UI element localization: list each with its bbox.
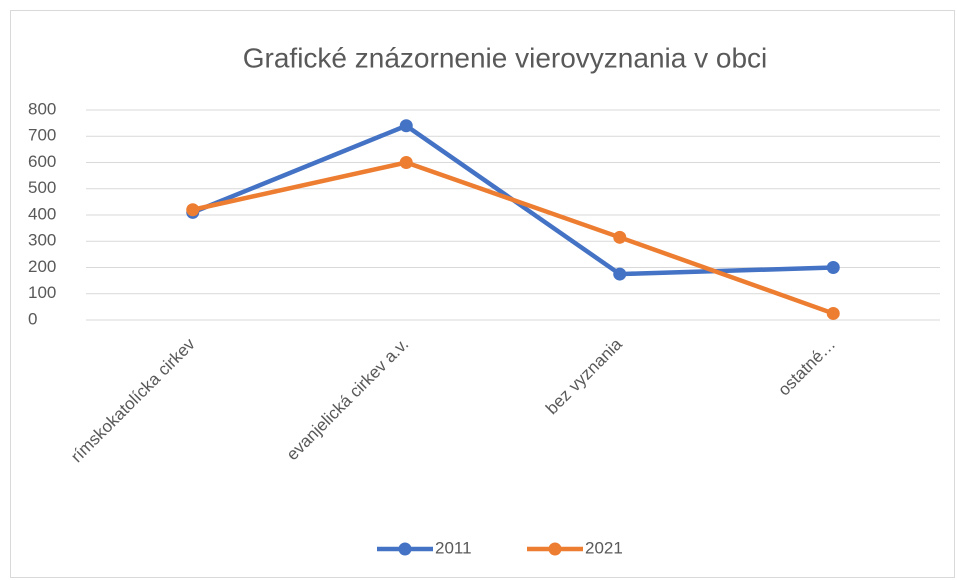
point	[613, 267, 627, 281]
chart-title: Grafické znázornenie vierovyznania v obc…	[243, 42, 767, 73]
y-tick-label: 700	[28, 126, 56, 145]
y-tick-label: 800	[28, 99, 56, 118]
y-tick-label: 400	[28, 204, 56, 223]
line	[192, 160, 835, 316]
point	[826, 261, 840, 274]
legend-label: 2021	[585, 538, 623, 557]
legend-marker	[398, 542, 412, 556]
legend-marker	[548, 542, 562, 556]
y-tick-label: 600	[28, 152, 56, 171]
y-tick-label: 200	[28, 257, 56, 276]
y-tick-label: 500	[28, 178, 56, 197]
legend-label: 2011	[435, 538, 472, 557]
point	[613, 230, 627, 244]
y-tick-label: 300	[28, 231, 56, 250]
point	[399, 119, 413, 133]
point	[399, 156, 413, 169]
point	[186, 203, 200, 217]
point	[826, 306, 840, 320]
y-tick-label: 100	[28, 283, 56, 302]
y-tick-label: 0	[28, 309, 37, 328]
